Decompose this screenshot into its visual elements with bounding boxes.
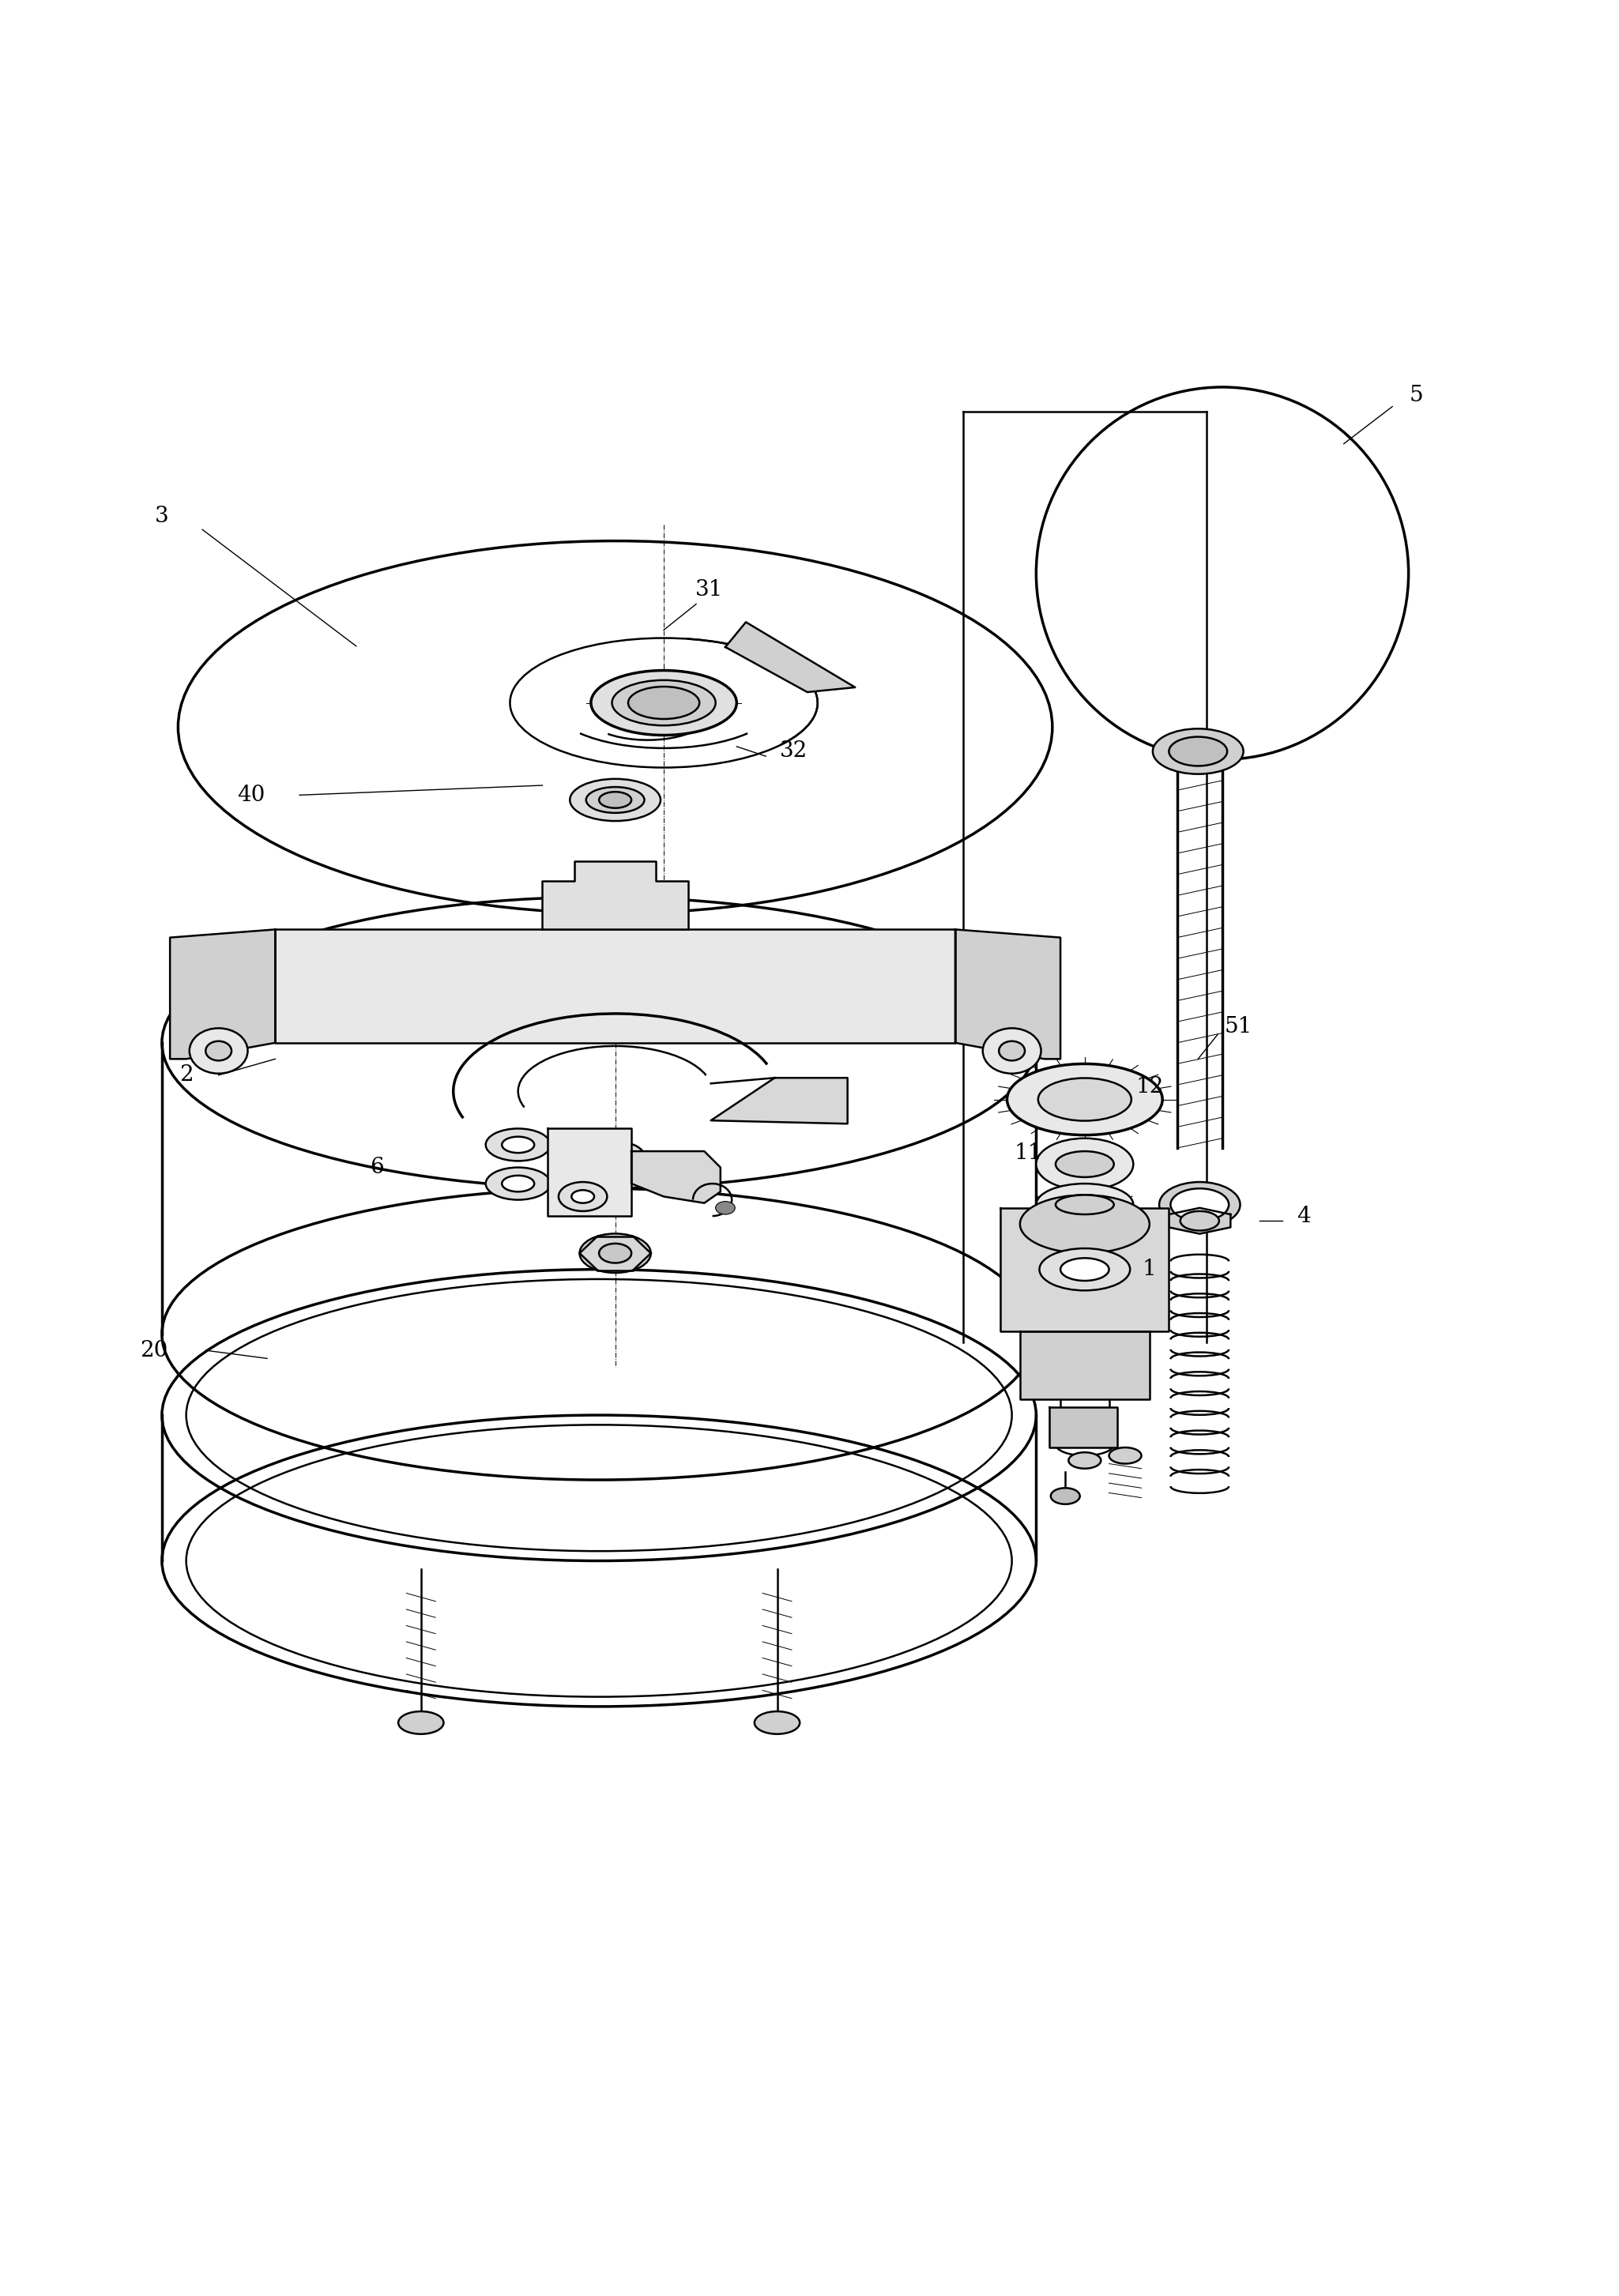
Polygon shape	[711, 1077, 847, 1123]
Ellipse shape	[1039, 1249, 1130, 1290]
Ellipse shape	[586, 788, 644, 813]
Text: 4: 4	[1297, 1205, 1310, 1226]
Text: 2: 2	[180, 1065, 193, 1086]
Polygon shape	[1169, 1208, 1230, 1233]
Ellipse shape	[599, 1244, 631, 1263]
Polygon shape	[1049, 1407, 1117, 1446]
Ellipse shape	[206, 1040, 232, 1061]
Ellipse shape	[1051, 1488, 1080, 1504]
Ellipse shape	[612, 680, 716, 726]
Ellipse shape	[1007, 1063, 1162, 1134]
Ellipse shape	[983, 1029, 1041, 1075]
Ellipse shape	[189, 1029, 248, 1075]
Text: 31: 31	[695, 579, 724, 599]
Ellipse shape	[1020, 1194, 1149, 1254]
Ellipse shape	[1171, 1189, 1229, 1221]
Text: 3: 3	[155, 505, 168, 528]
Ellipse shape	[1109, 1446, 1141, 1463]
Ellipse shape	[1153, 728, 1243, 774]
Text: 51: 51	[1224, 1015, 1253, 1038]
Ellipse shape	[599, 792, 631, 808]
Ellipse shape	[1060, 1258, 1109, 1281]
Ellipse shape	[1159, 1182, 1240, 1228]
Polygon shape	[275, 930, 955, 1042]
Ellipse shape	[559, 1182, 607, 1210]
Text: 40: 40	[236, 785, 266, 806]
Ellipse shape	[999, 1040, 1025, 1061]
Ellipse shape	[1038, 1079, 1132, 1120]
Ellipse shape	[572, 1189, 594, 1203]
Ellipse shape	[486, 1130, 550, 1162]
Ellipse shape	[1069, 1453, 1101, 1469]
Polygon shape	[547, 1130, 631, 1217]
Ellipse shape	[580, 1233, 651, 1272]
Ellipse shape	[486, 1166, 550, 1201]
Text: 1: 1	[1143, 1258, 1156, 1281]
Ellipse shape	[591, 670, 737, 735]
Text: 12: 12	[1135, 1077, 1164, 1097]
Polygon shape	[542, 861, 688, 930]
Ellipse shape	[586, 1141, 644, 1171]
Ellipse shape	[754, 1711, 800, 1733]
Ellipse shape	[1056, 1194, 1114, 1215]
Polygon shape	[170, 930, 275, 1058]
Ellipse shape	[599, 1148, 631, 1164]
Ellipse shape	[1036, 1139, 1133, 1189]
Ellipse shape	[502, 1137, 534, 1153]
Text: 6: 6	[371, 1157, 384, 1178]
Text: 11: 11	[1013, 1141, 1043, 1164]
Ellipse shape	[628, 687, 699, 719]
Ellipse shape	[716, 1201, 735, 1215]
Polygon shape	[955, 930, 1060, 1058]
Text: 20: 20	[139, 1339, 168, 1362]
Ellipse shape	[398, 1711, 444, 1733]
Ellipse shape	[1180, 1210, 1219, 1231]
Ellipse shape	[1169, 737, 1227, 767]
Polygon shape	[1001, 1208, 1169, 1332]
Ellipse shape	[1036, 1185, 1133, 1226]
Polygon shape	[1020, 1332, 1149, 1398]
Text: 32: 32	[779, 742, 808, 762]
Polygon shape	[725, 622, 855, 691]
Ellipse shape	[502, 1176, 534, 1192]
Polygon shape	[631, 1150, 720, 1203]
Text: 5: 5	[1410, 383, 1423, 406]
Ellipse shape	[1056, 1150, 1114, 1178]
Ellipse shape	[570, 778, 661, 822]
